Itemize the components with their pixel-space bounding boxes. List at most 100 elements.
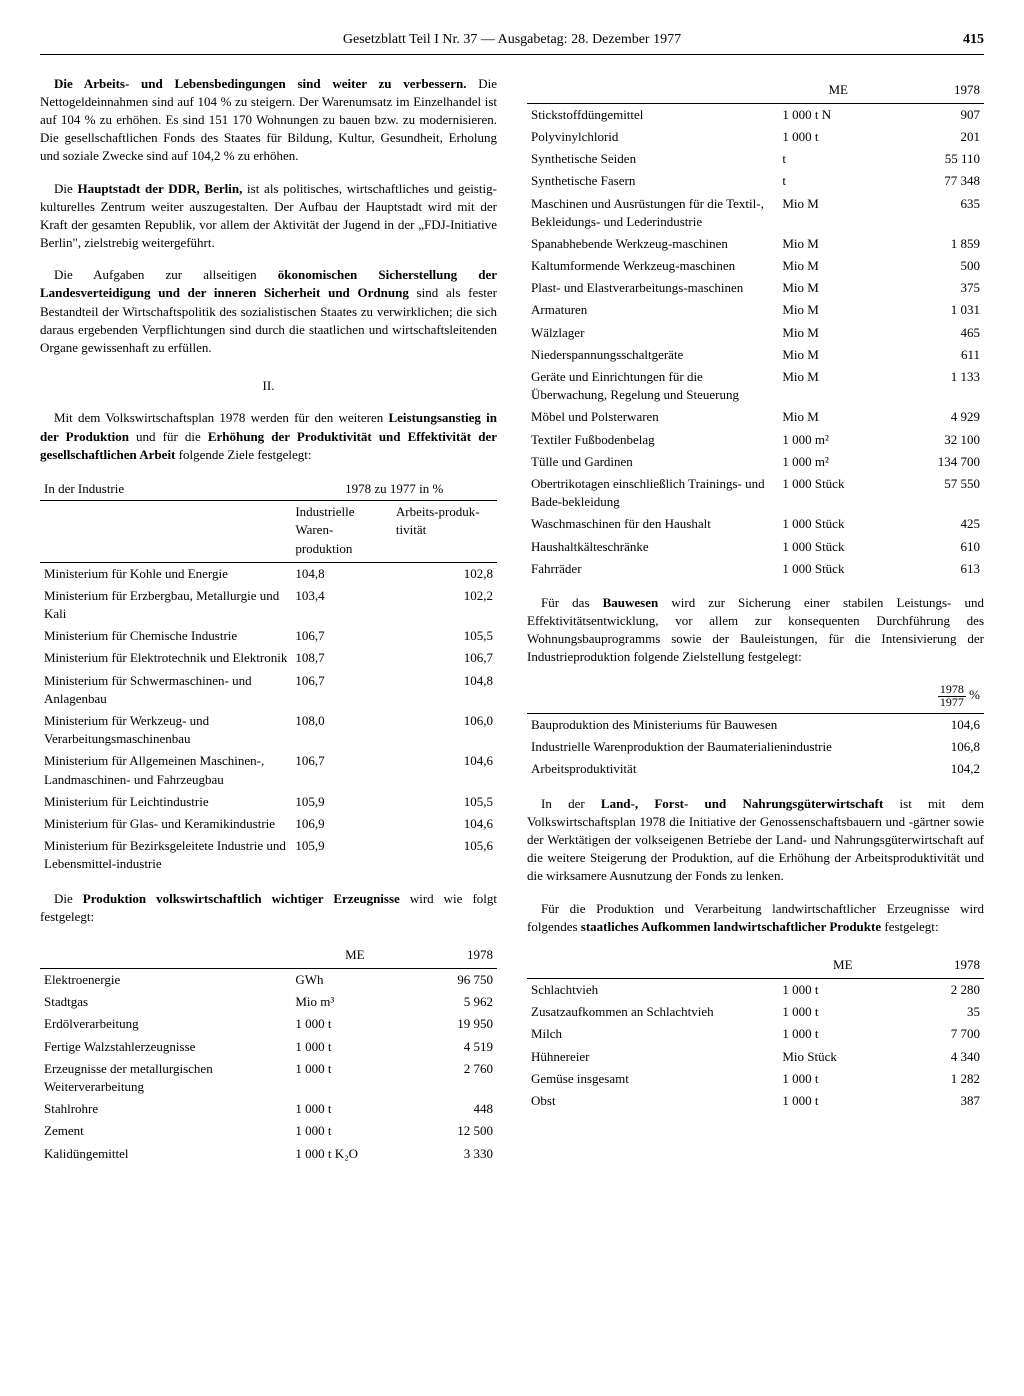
table-cell: Mio M (778, 344, 898, 366)
table-cell: 1 000 t (291, 1120, 418, 1142)
table-row: Ministerium für Bezirksgeleitete Industr… (40, 835, 497, 875)
table-cell: Haushaltkälteschränke (527, 536, 778, 558)
production-table: ME 1978 ElektroenergieGWh96 750StadtgasM… (40, 940, 497, 1165)
table-cell: 1 000 Stück (778, 513, 898, 535)
table-cell: Stadtgas (40, 991, 291, 1013)
table-row: Haushaltkälteschränke1 000 Stück610 (527, 536, 984, 558)
table-row: Synthetische Seident55 110 (527, 148, 984, 170)
table-cell: Synthetische Seiden (527, 148, 778, 170)
table-cell: Mio M (778, 322, 898, 344)
table-row: WälzlagerMio M465 (527, 322, 984, 344)
paragraph: Die Aufgaben zur allseitigen ökonomische… (40, 266, 497, 357)
two-column-layout: Die Arbeits- und Lebensbedingungen sind … (40, 75, 984, 1179)
page-header: Gesetzblatt Teil I Nr. 37 — Ausgabetag: … (40, 30, 984, 55)
table-cell: Waschmaschinen für den Haushalt (527, 513, 778, 535)
table-cell: 1 000 t (778, 979, 907, 1002)
table-row: Zusatzaufkommen an Schlachtvieh1 000 t35 (527, 1001, 984, 1023)
table-cell: t (778, 170, 898, 192)
table-cell: 106,0 (392, 710, 497, 750)
paragraph: Für die Produktion und Verarbeitung land… (527, 900, 984, 936)
table-row: Arbeitsproduktivität104,2 (527, 758, 984, 780)
table-row: Textiler Fußbodenbelag1 000 m²32 100 (527, 429, 984, 451)
table-cell: 106,7 (392, 647, 497, 669)
table-cell: Ministerium für Glas- und Keramikindustr… (40, 813, 291, 835)
table-cell: 1 000 t (291, 1036, 418, 1058)
table-head: In der Industrie (40, 478, 291, 501)
table-cell: Niederspannungsschaltgeräte (527, 344, 778, 366)
table-cell: 387 (907, 1090, 984, 1112)
table-cell: 105,9 (291, 791, 392, 813)
table-head: ME (778, 75, 898, 104)
table-cell: 1 133 (898, 366, 984, 406)
industry-table: In der Industrie 1978 zu 1977 in % Indus… (40, 478, 497, 876)
table-cell: 1 000 t (291, 1058, 418, 1098)
table-row: Gemüse insgesamt1 000 t1 282 (527, 1068, 984, 1090)
table-cell: 103,4 (291, 585, 392, 625)
table-cell: 1 000 m² (778, 451, 898, 473)
table-cell: Ministerium für Werkzeug- und Verarbeitu… (40, 710, 291, 750)
table-cell: 1 000 t (291, 1098, 418, 1120)
table-cell: 104,6 (870, 714, 984, 737)
production-table-cont: ME 1978 Stickstoffdüngemittel1 000 t N90… (527, 75, 984, 580)
table-row: Geräte und Einrichtungen für die Überwac… (527, 366, 984, 406)
table-row: Obst1 000 t387 (527, 1090, 984, 1112)
table-row: Schlachtvieh1 000 t2 280 (527, 979, 984, 1002)
table-head: ME (778, 950, 907, 979)
page-number: 415 (963, 30, 984, 50)
table-head: 1978 (418, 940, 497, 969)
table-cell: Ministerium für Kohle und Energie (40, 562, 291, 585)
table-cell: Mio Stück (778, 1046, 907, 1068)
table-cell: Elektroenergie (40, 969, 291, 992)
table-row: Kaltumformende Werkzeug-maschinenMio M50… (527, 255, 984, 277)
table-cell: 1 000 t K₂O (291, 1143, 418, 1165)
table-cell: 57 550 (898, 473, 984, 513)
table-cell: Synthetische Fasern (527, 170, 778, 192)
table-row: Ministerium für Elektrotechnik und Elekt… (40, 647, 497, 669)
table-cell: 19 950 (418, 1013, 497, 1035)
table-cell: Möbel und Polsterwaren (527, 406, 778, 428)
table-cell: 375 (898, 277, 984, 299)
table-row: Plast- und Elastverarbeitungs-maschinenM… (527, 277, 984, 299)
table-cell: 1 000 t (778, 1001, 907, 1023)
table-cell: 425 (898, 513, 984, 535)
table-head: 1978 (898, 75, 984, 104)
table-row: Obertrikotagen einschließlich Trainings-… (527, 473, 984, 513)
table-cell: Mio M (778, 406, 898, 428)
paragraph: Die Hauptstadt der DDR, Berlin, ist als … (40, 180, 497, 253)
table-row: Fahrräder1 000 Stück613 (527, 558, 984, 580)
bold-lead: Die Arbeits- und Lebensbedingungen sind … (54, 76, 466, 91)
table-cell: Ministerium für Erzbergbau, Metallurgie … (40, 585, 291, 625)
section-number: II. (40, 377, 497, 395)
table-cell: Mio M (778, 255, 898, 277)
table-cell: GWh (291, 969, 418, 992)
table-cell: 104,2 (870, 758, 984, 780)
table-cell: t (778, 148, 898, 170)
table-row: Synthetische Fasernt77 348 (527, 170, 984, 192)
table-cell: 1 000 Stück (778, 473, 898, 513)
table-row: Möbel und PolsterwarenMio M4 929 (527, 406, 984, 428)
construction-table: 19781977 % Bauproduktion des Ministerium… (527, 681, 984, 781)
table-cell: 1 000 t (778, 1068, 907, 1090)
table-cell: 32 100 (898, 429, 984, 451)
table-cell: 106,7 (291, 750, 392, 790)
table-row: Bauproduktion des Ministeriums für Bauwe… (527, 714, 984, 737)
table-cell: 102,8 (392, 562, 497, 585)
table-cell: 1 031 (898, 299, 984, 321)
table-row: Erdölverarbeitung1 000 t19 950 (40, 1013, 497, 1035)
table-cell: Ministerium für Leichtindustrie (40, 791, 291, 813)
table-cell: 4 340 (907, 1046, 984, 1068)
table-cell: Zement (40, 1120, 291, 1142)
table-cell: Mio M (778, 366, 898, 406)
table-cell: 1 282 (907, 1068, 984, 1090)
right-column: ME 1978 Stickstoffdüngemittel1 000 t N90… (527, 75, 984, 1179)
table-cell: Industrielle Warenproduktion der Baumate… (527, 736, 870, 758)
table-row: Ministerium für Werkzeug- und Verarbeitu… (40, 710, 497, 750)
table-cell: Polyvinylchlorid (527, 126, 778, 148)
table-row: ArmaturenMio M1 031 (527, 299, 984, 321)
table-cell: 2 280 (907, 979, 984, 1002)
table-cell: 635 (898, 193, 984, 233)
paragraph: Die Arbeits- und Lebensbedingungen sind … (40, 75, 497, 166)
table-cell: Milch (527, 1023, 778, 1045)
table-row: Ministerium für Leichtindustrie105,9105,… (40, 791, 497, 813)
table-cell: Erdölverarbeitung (40, 1013, 291, 1035)
